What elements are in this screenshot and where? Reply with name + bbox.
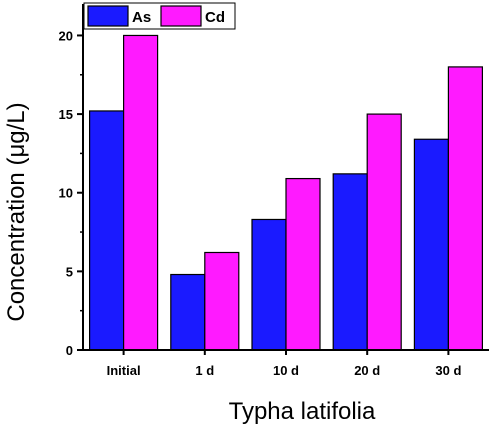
bar-as-10-d — [251, 218, 287, 351]
x-axis-title: Typha latifolia — [229, 398, 376, 425]
y-tick-label: 5 — [66, 264, 73, 279]
x-ticks-group: Initial 1 d 10 d 20 d 30 d — [107, 350, 461, 378]
bar-as-initial — [88, 110, 125, 351]
y-tick-label: 0 — [66, 343, 73, 358]
x-tick-label-initial: Initial — [107, 363, 141, 378]
bars-group — [88, 34, 483, 351]
bar-as-20-d — [332, 173, 368, 351]
y-ticks-group: 0 5 10 15 20 — [59, 28, 83, 358]
bar-cd-1-d — [204, 251, 240, 351]
bar-cd-30-d — [447, 66, 483, 351]
legend-label-as: As — [132, 9, 151, 26]
y-tick-label: 15 — [59, 107, 73, 122]
x-tick-label-30-d: 30 d — [435, 363, 461, 378]
legend-swatch-cd — [160, 5, 202, 27]
x-tick-label-20-d: 20 d — [354, 363, 380, 378]
legend-swatch-as — [87, 5, 129, 27]
bar-as-30-d — [413, 138, 449, 351]
bar-as-1-d — [170, 273, 206, 351]
legend: As Cd — [83, 2, 236, 30]
bar-cd-initial — [122, 34, 159, 351]
bar-cd-10-d — [285, 177, 321, 351]
y-axis-title: Concentration (μg/L) — [3, 102, 30, 321]
y-tick-label: 10 — [59, 186, 73, 201]
legend-label-cd: Cd — [205, 9, 225, 26]
bar-cd-20-d — [366, 113, 402, 351]
x-tick-label-1-d: 1 d — [195, 363, 214, 378]
x-tick-label-10-d: 10 d — [273, 363, 299, 378]
y-tick-label: 20 — [59, 28, 73, 43]
